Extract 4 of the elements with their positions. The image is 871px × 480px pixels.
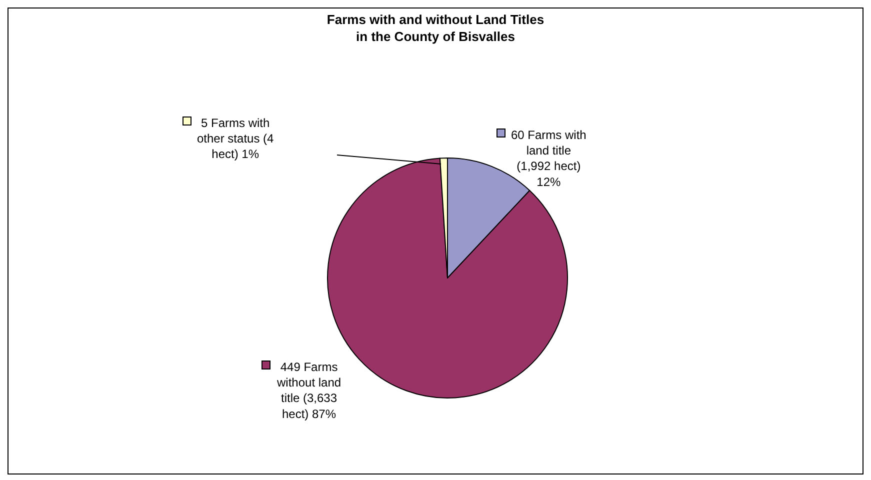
legend-label: 5 Farms with other status (4 hect) 1% [197, 116, 274, 162]
legend-label: 60 Farms with land title (1,992 hect) 12% [511, 128, 586, 189]
chart-title: Farms with and without Land Titles in the County of Bisvalles [326, 12, 544, 44]
legend-label: 449 Farms without land title (3,633 hect) 87% [276, 360, 342, 421]
